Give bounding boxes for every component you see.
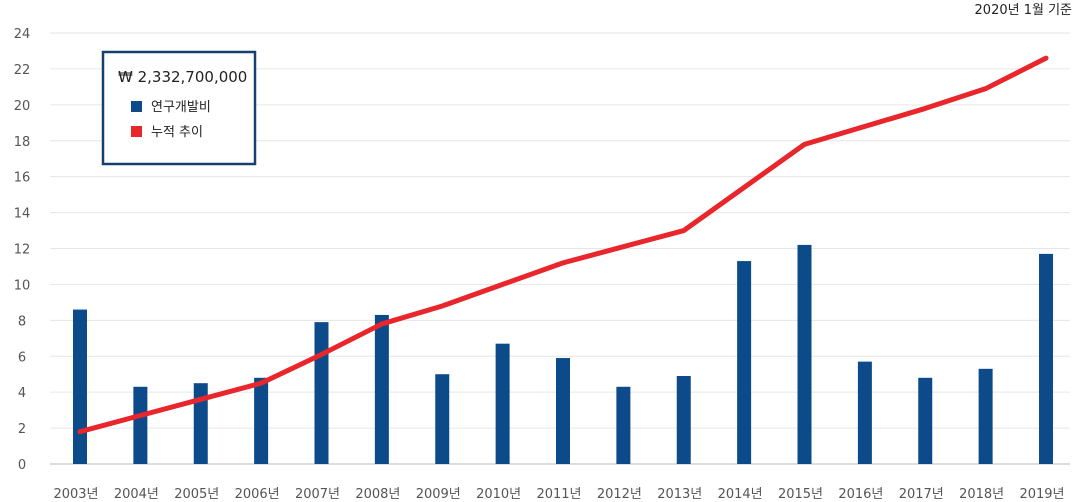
x-tick-label: 2014년 — [718, 487, 763, 502]
y-tick-label: 12 — [14, 243, 31, 258]
bar — [193, 383, 208, 464]
bar — [495, 343, 510, 464]
x-tick-label: 2010년 — [476, 487, 521, 502]
x-tick-label: 2019년 — [1019, 487, 1064, 502]
bar — [616, 386, 631, 464]
legend-label-bar: 연구개발비 — [151, 100, 211, 115]
y-tick-label: 4 — [18, 386, 26, 401]
bar — [918, 377, 933, 464]
legend-swatch-line — [131, 126, 142, 137]
y-tick-label: 2 — [18, 422, 26, 437]
y-tick-label: 16 — [14, 171, 31, 186]
y-tick-label: 10 — [14, 278, 31, 293]
y-tick-label: 24 — [14, 27, 31, 42]
bar — [254, 377, 269, 464]
x-tick-label: 2009년 — [416, 487, 461, 502]
bar — [1039, 253, 1053, 464]
bar-series — [73, 244, 1053, 464]
line-series — [77, 55, 1049, 435]
legend: ₩ 2,332,700,000 연구개발비 누적 추이 — [101, 50, 257, 166]
bar — [374, 314, 389, 464]
x-tick-label: 2006년 — [235, 487, 280, 502]
x-tick-label: 2012년 — [597, 487, 642, 502]
x-tick-label: 2018년 — [959, 487, 1004, 502]
x-tick-label: 2003년 — [53, 487, 98, 502]
cumulative-line — [77, 55, 1049, 435]
x-tick-label: 2013년 — [657, 487, 702, 502]
legend-label-line: 누적 추이 — [151, 125, 203, 140]
x-tick-label: 2011년 — [536, 487, 581, 502]
y-tick-label: 18 — [14, 135, 31, 150]
bar — [978, 368, 993, 464]
x-tick-label: 2004년 — [114, 487, 159, 502]
x-axis: 2003년 2004년 2005년 2006년 2007년 2008년 2009년 2010년… — [53, 487, 1064, 502]
x-tick-label: 2016년 — [838, 487, 883, 502]
bar — [133, 386, 148, 464]
bar — [435, 374, 450, 464]
bar — [73, 309, 87, 464]
x-tick-label: 2008년 — [355, 487, 400, 502]
legend-swatch-bar — [131, 101, 142, 112]
y-tick-label: 22 — [14, 63, 31, 78]
y-tick-label: 8 — [18, 314, 26, 329]
bar — [797, 244, 812, 464]
x-tick-label: 2005년 — [174, 487, 219, 502]
y-tick-label: 14 — [14, 207, 31, 222]
bar — [556, 358, 570, 464]
date-note: 2020년 1월 기준 — [975, 3, 1072, 18]
legend-box — [101, 50, 257, 166]
x-tick-label: 2015년 — [778, 487, 823, 502]
bar — [737, 261, 752, 464]
y-tick-label: 20 — [14, 99, 31, 114]
x-tick-label: 2017년 — [899, 487, 944, 502]
legend-title: ₩ 2,332,700,000 — [118, 68, 247, 86]
y-tick-label: 6 — [18, 350, 26, 365]
y-tick-label: 0 — [18, 458, 26, 473]
bar — [314, 322, 329, 464]
bar — [676, 376, 691, 464]
x-tick-label: 2007년 — [295, 487, 340, 502]
bar — [857, 361, 872, 464]
